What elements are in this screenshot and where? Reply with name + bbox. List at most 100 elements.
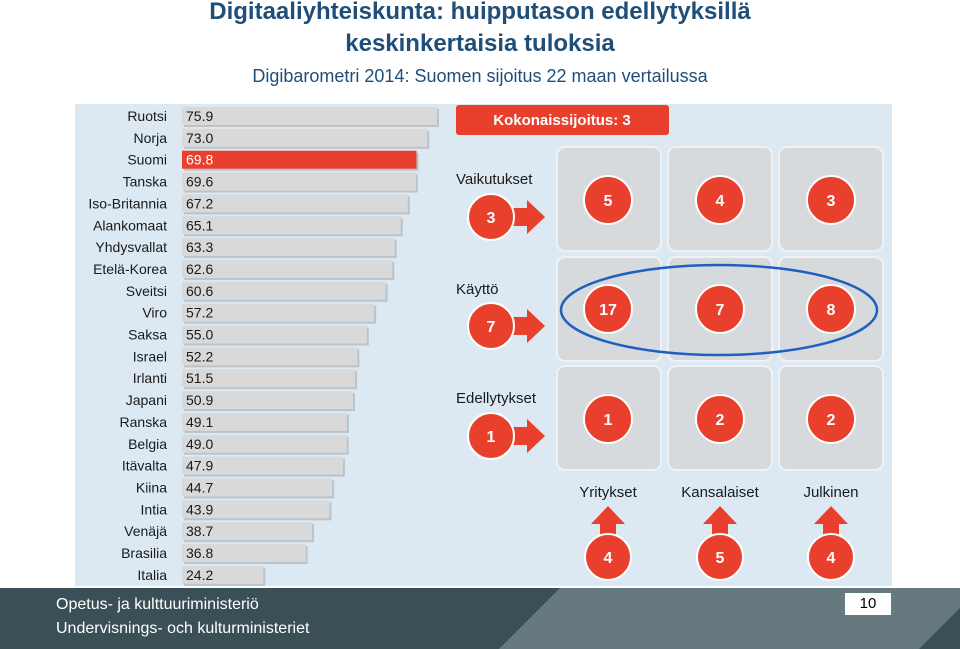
country-label: Brasilia: [121, 545, 167, 561]
subtitle: Digibarometri 2014: Suomen sijoitus 22 m…: [252, 66, 708, 86]
column-overall-circle: [696, 533, 744, 581]
country-label: Japani: [126, 392, 167, 408]
bar-irlanti: [182, 369, 356, 388]
rank-value: 7: [716, 302, 725, 319]
country-label: Sveitsi: [126, 283, 167, 299]
country-label: Belgia: [128, 436, 167, 452]
bar-etelä-korea: [182, 259, 393, 278]
column-arrow: [591, 506, 625, 557]
value-label: 69.8: [186, 152, 213, 168]
country-label: Italia: [137, 567, 167, 583]
value-label: 38.7: [186, 523, 213, 539]
country-label: Irlanti: [133, 370, 167, 386]
country-label: Tanska: [123, 174, 168, 190]
rank-value: 1: [604, 412, 613, 429]
highlight-ring: [559, 263, 879, 357]
bar-ruotsi: [182, 107, 437, 125]
rank-circle: [583, 394, 633, 444]
value-label: 65.1: [186, 217, 213, 233]
country-label: Iso-Britannia: [88, 195, 167, 211]
value-label: 47.9: [186, 458, 213, 474]
bar-viro: [182, 303, 375, 322]
bar-itävalta: [182, 456, 343, 475]
rank-value: 5: [604, 193, 613, 210]
column-overall-value: 5: [716, 550, 725, 567]
country-label: Intia: [141, 501, 168, 517]
value-label: 52.2: [186, 348, 213, 364]
row-overall-value: 7: [487, 319, 496, 336]
value-label: 63.3: [186, 239, 213, 255]
row-overall-circle: [467, 193, 515, 241]
value-label: 73.0: [186, 130, 213, 146]
bar-tanska: [182, 172, 416, 191]
row-overall-circle: [467, 302, 515, 350]
column-overall-value: 4: [827, 550, 836, 567]
digibarometri-chart: Ruotsi 75.9 Norja 73.0 Suomi 69.8 Tanska 69.6 Is…: [88, 105, 884, 586]
country-label: Venäjä: [124, 523, 167, 539]
rank-value: 17: [599, 302, 617, 319]
row-label: Vaikutukset: [456, 171, 533, 188]
bar-yhdysvallat: [182, 238, 395, 257]
country-label: Suomi: [127, 152, 167, 168]
country-label: Alankomaat: [93, 217, 167, 233]
column-overall-circle: [584, 533, 632, 581]
country-label: Itävalta: [122, 458, 167, 474]
rank-circle: [583, 175, 633, 225]
value-label: 67.2: [186, 195, 213, 211]
bar-japani: [182, 391, 354, 410]
rank-circle: [695, 284, 745, 334]
bar-norja: [182, 128, 428, 147]
row-overall-value: 1: [487, 429, 496, 446]
column-label: Julkinen: [803, 484, 858, 501]
value-label: 49.0: [186, 436, 213, 452]
row-overall-circle: [467, 412, 515, 460]
country-label: Ranska: [120, 414, 168, 430]
value-label: 51.5: [186, 370, 213, 386]
rank-circle: [695, 394, 745, 444]
bar-sveitsi: [182, 281, 386, 300]
country-label: Etelä-Korea: [93, 261, 167, 277]
page-number: 10: [845, 593, 891, 615]
country-label: Kiina: [136, 479, 167, 495]
value-label: 50.9: [186, 392, 213, 408]
rank-circle: [806, 175, 856, 225]
footer-bar: Opetus- ja kulttuuriministeriö Undervisn…: [0, 588, 960, 649]
column-arrow: [703, 506, 737, 557]
value-label: 36.8: [186, 545, 213, 561]
column-label: Yritykset: [579, 484, 637, 501]
column-overall-value: 4: [604, 550, 613, 567]
bar-venäjä: [182, 522, 313, 541]
rank-value: 4: [716, 193, 725, 210]
value-label: 69.6: [186, 174, 213, 190]
value-label: 62.6: [186, 261, 213, 277]
country-label: Saksa: [128, 327, 167, 343]
rank-circle: [583, 284, 633, 334]
bar-iso-britannia: [182, 194, 408, 213]
bar-intia: [182, 500, 330, 519]
bar-ranska: [182, 412, 347, 431]
bar-brasilia: [182, 544, 306, 562]
country-label: Yhdysvallat: [95, 239, 167, 255]
ministry-name-sv: Undervisnings- och kulturministeriet: [56, 620, 310, 637]
ministry-name-fi: Opetus- ja kulttuuriministeriö: [56, 596, 259, 613]
country-label: Ruotsi: [127, 108, 167, 124]
rank-circle: [806, 284, 856, 334]
bar-suomi: [182, 150, 417, 169]
value-label: 44.7: [186, 479, 213, 495]
country-label: Viro: [142, 305, 167, 321]
column-arrow: [814, 506, 848, 557]
overall-rank-banner: [456, 105, 669, 135]
rank-circle: [806, 394, 856, 444]
column-overall-circle: [807, 533, 855, 581]
bar-saksa: [182, 325, 367, 344]
bar-italia: [182, 565, 264, 584]
country-label: Israel: [133, 348, 167, 364]
rank-value: 3: [827, 193, 836, 210]
value-label: 57.2: [186, 305, 213, 321]
rank-value: 8: [827, 302, 836, 319]
row-label: Käyttö: [456, 281, 499, 298]
row-label: Edellytykset: [456, 390, 537, 407]
country-label: Norja: [134, 130, 168, 146]
rank-value: 2: [716, 412, 725, 429]
value-label: 75.9: [186, 108, 213, 124]
